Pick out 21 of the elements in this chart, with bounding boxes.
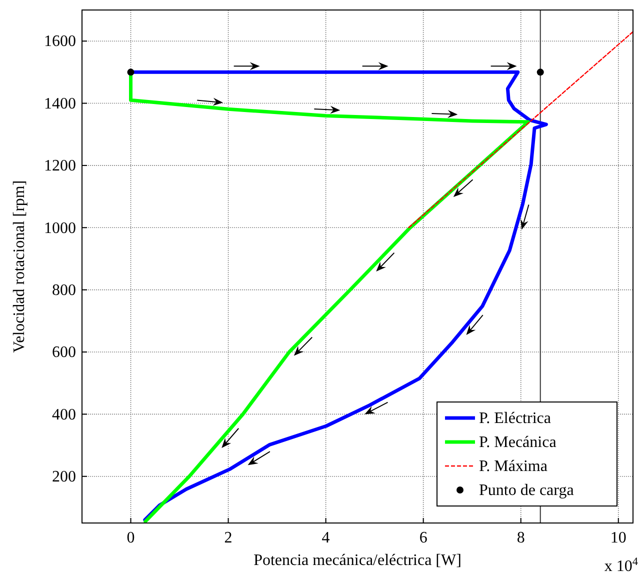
x-tick-label: 2 bbox=[224, 529, 232, 546]
y-tick-label: 200 bbox=[52, 468, 76, 486]
x-tick-label: 8 bbox=[516, 529, 525, 546]
legend-label: Punto de carga bbox=[479, 482, 574, 499]
y-tick-label: 1000 bbox=[44, 220, 76, 237]
x-tick-label: 6 bbox=[419, 529, 428, 546]
legend-label: P. Eléctrica bbox=[479, 410, 551, 427]
y-tick-label: 400 bbox=[52, 406, 76, 424]
x-tick-label: 10 bbox=[610, 529, 626, 546]
legend-label: P. Mecánica bbox=[479, 434, 556, 451]
y-tick-label: 1600 bbox=[44, 33, 76, 50]
y-tick-label: 600 bbox=[52, 344, 76, 362]
text: x 10$^{4}$ bbox=[604, 556, 638, 575]
legend-label: P. Máxima bbox=[479, 458, 548, 475]
y-axis-title: Velocidad rotacional [rpm] bbox=[11, 180, 28, 353]
x-tick-label: 4 bbox=[322, 529, 330, 546]
y-tick-label: 1200 bbox=[44, 158, 76, 175]
y-tick-label: 1400 bbox=[44, 95, 76, 112]
x-axis-title: Potencia mecánica/eléctrica [W] bbox=[254, 552, 462, 569]
x-tick-label: 0 bbox=[126, 529, 135, 546]
y-tick-label: 800 bbox=[52, 282, 76, 299]
